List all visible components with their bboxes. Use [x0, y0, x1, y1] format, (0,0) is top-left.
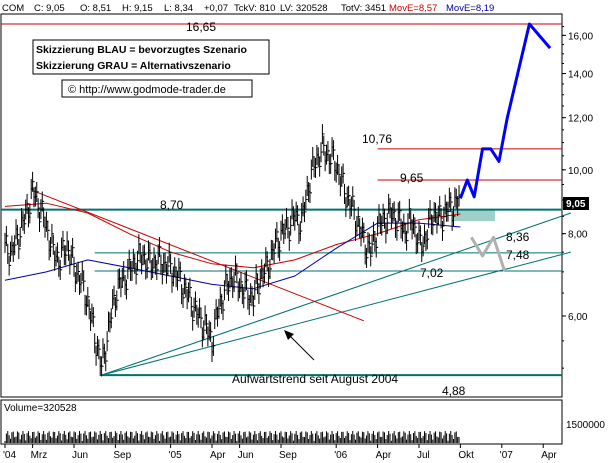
x-tick-label: Jun [238, 450, 254, 461]
x-tick-label: Apr [541, 450, 557, 461]
annotation-arrow [287, 333, 315, 361]
scenario-gray-path [470, 235, 507, 272]
level-label-8-36: 8,36 [506, 230, 530, 244]
header-close: C: 9,05 [34, 3, 65, 14]
level-label-16-65: 16,65 [186, 20, 216, 34]
header-ma-slow: MovE=8,19 [446, 3, 494, 14]
header-low: L: 8,34 [164, 3, 193, 14]
annotation-arrowhead [284, 330, 294, 340]
trendline-downtrend-2 [32, 190, 364, 322]
x-tick-label: Sep [113, 450, 131, 461]
header-symbol: COM [2, 3, 24, 14]
header-high: H: 9,15 [122, 3, 153, 14]
x-tick-label: Okt [458, 450, 474, 461]
header-open: O: 8,51 [80, 3, 111, 14]
current-price-label: 9,05 [566, 199, 586, 210]
scenario-blue-path [458, 22, 552, 199]
ma-fast-line [4, 202, 461, 269]
x-tick-label: Apr [376, 450, 392, 461]
price-panel-frame [0, 13, 563, 398]
level-label-9-65: 9,65 [400, 171, 424, 185]
x-tick-label: Jun [72, 450, 88, 461]
level-label-7-48: 7,48 [506, 248, 530, 262]
level-label-4-88: 4,88 [442, 384, 466, 398]
x-tick-label: '04 [3, 450, 16, 461]
y-tick-label: 14,00 [568, 70, 593, 81]
copyright-link[interactable]: © http://www.godmode-trader.de [68, 84, 226, 96]
info-line-gray: Skizzierung GRAU = Alternativszenario [36, 60, 231, 72]
axis-layer: 6,00 8,00 10,00 12,00 14,00 16,00 '04 Mrz Jun Sep… [3, 26, 593, 461]
trend-annotation: Aufwärtstrend seit August 2004 [232, 372, 398, 386]
x-tick-label: '06 [334, 450, 347, 461]
x-tick-label: '07 [500, 450, 513, 461]
volume-layer [4, 431, 460, 443]
x-tick-label: Sep [279, 450, 297, 461]
target-zone [452, 209, 495, 222]
header-ma-fast: MovE=8,57 [389, 3, 437, 14]
current-price-badge [563, 197, 589, 210]
level-label-10-76: 10,76 [362, 132, 392, 146]
plot-layer [1, 22, 571, 377]
trendline-uptrend-1 [101, 251, 571, 376]
header-bar: COM C: 9,05 O: 8,51 H: 9,15 L: 8,34 +0,0… [2, 3, 494, 14]
y-tick-label: 8,00 [568, 230, 588, 241]
header-totalvolume: TotV: 3451 [341, 3, 386, 14]
x-tick-label: '05 [169, 450, 182, 461]
y-tick-label: 12,00 [568, 114, 593, 125]
info-line-blue: Skizzierung BLAU = bevorzugtes Szenario [36, 44, 247, 56]
volume-tick: 1500000 [566, 420, 605, 431]
level-label-7-02: 7,02 [420, 266, 444, 280]
header-lastvolume: LV: 320528 [280, 3, 328, 14]
y-tick-label: 6,00 [568, 312, 588, 323]
y-tick-label: 16,00 [568, 31, 593, 42]
x-tick-label: Mrz [31, 450, 48, 461]
x-tick-label: Jul [417, 450, 430, 461]
volume-label: Volume=320528 [4, 403, 77, 414]
y-tick-label: 10,00 [568, 166, 593, 177]
header-change: +0,07 [204, 3, 228, 14]
level-label-8-70: 8,70 [160, 198, 184, 212]
x-tick-label: Apr [210, 450, 226, 461]
info-box: Skizzierung BLAU = bevorzugtes Szenario … [32, 39, 270, 98]
header-tickvolume: TckV: 810 [234, 3, 275, 14]
